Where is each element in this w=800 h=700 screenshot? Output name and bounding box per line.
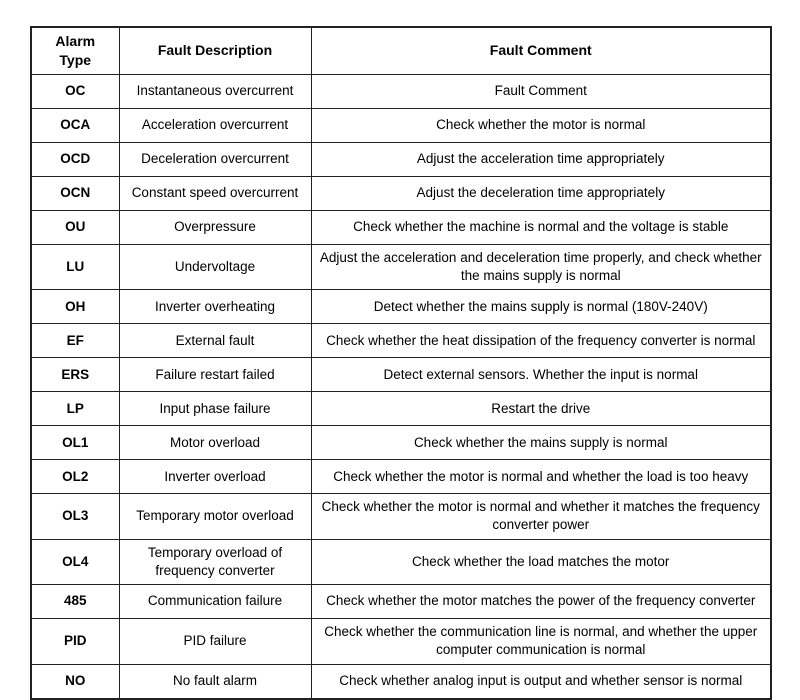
fault-description-cell: Constant speed overcurrent	[118, 175, 312, 211]
header-fault-description: Fault Description	[118, 26, 312, 75]
table-header: Alarm Type Fault Description Fault Comme…	[30, 26, 772, 75]
fault-comment-cell: Check whether the heat dissipation of th…	[310, 323, 772, 359]
fault-alarm-table: Alarm Type Fault Description Fault Comme…	[30, 26, 772, 700]
alarm-type-cell: PID	[30, 618, 120, 665]
fault-comment-cell: Check whether the communication line is …	[310, 618, 772, 665]
fault-comment-cell: Check whether the mains supply is normal	[310, 425, 772, 461]
alarm-type-cell: 485	[30, 584, 120, 620]
fault-comment-cell: Detect whether the mains supply is norma…	[310, 289, 772, 325]
table-row: 485 Communication failure Check whether th…	[30, 584, 772, 620]
fault-description-cell: Inverter overload	[118, 459, 312, 495]
table-row: PID PID failure Check whether the communic…	[30, 618, 772, 665]
table-row: OCA Acceleration overcurrent Check whether…	[30, 107, 772, 143]
table-row: EF External fault Check whether the heat d…	[30, 323, 772, 359]
fault-description-cell: Undervoltage	[118, 243, 312, 291]
fault-description-cell: Motor overload	[118, 425, 312, 461]
fault-comment-cell: Restart the drive	[310, 391, 772, 427]
table-row: OC Instantaneous overcurrent Fault Comment	[30, 73, 772, 109]
table-row: NO No fault alarm Check whether analog inp…	[30, 663, 772, 700]
alarm-type-cell: OL1	[30, 425, 120, 461]
alarm-type-cell: OC	[30, 73, 120, 109]
fault-comment-cell: Check whether analog input is output and…	[310, 663, 772, 700]
alarm-type-cell: LU	[30, 243, 120, 291]
fault-description-cell: Acceleration overcurrent	[118, 107, 312, 143]
table-body: OC Instantaneous overcurrent Fault Comment…	[30, 73, 772, 700]
header-row: Alarm Type Fault Description Fault Comme…	[30, 26, 772, 75]
fault-comment-cell: Detect external sensors. Whether the inp…	[310, 357, 772, 393]
alarm-type-cell: OH	[30, 289, 120, 325]
header-fault-comment: Fault Comment	[310, 26, 772, 75]
fault-comment-cell: Check whether the machine is normal and …	[310, 209, 772, 245]
table-row: OH Inverter overheating Detect whether the…	[30, 289, 772, 325]
table-row: OL3 Temporary motor overload Check whether…	[30, 493, 772, 540]
fault-comment-cell: Adjust the deceleration time appropriate…	[310, 175, 772, 211]
fault-description-cell: Communication failure	[118, 584, 312, 620]
table-row: ERS Failure restart failed Detect external…	[30, 357, 772, 393]
fault-description-cell: Instantaneous overcurrent	[118, 73, 312, 109]
table-row: OCD Deceleration overcurrent Adjust the ac…	[30, 141, 772, 177]
fault-comment-cell: Check whether the motor is normal	[310, 107, 772, 143]
alarm-type-cell: ERS	[30, 357, 120, 393]
alarm-type-cell: OCN	[30, 175, 120, 211]
fault-description-cell: No fault alarm	[118, 663, 312, 700]
table-row: LU Undervoltage Adjust the acceleration an…	[30, 243, 772, 291]
fault-description-cell: Deceleration overcurrent	[118, 141, 312, 177]
fault-comment-cell: Adjust the acceleration time appropriate…	[310, 141, 772, 177]
alarm-type-cell: NO	[30, 663, 120, 700]
fault-comment-cell: Check whether the motor is normal and wh…	[310, 493, 772, 540]
table-row: OL4 Temporary overload of frequency conve…	[30, 538, 772, 586]
alarm-type-cell: OU	[30, 209, 120, 245]
table-row: OL1 Motor overload Check whether the mains…	[30, 425, 772, 461]
header-alarm-type: Alarm Type	[30, 26, 120, 75]
table-row: OL2 Inverter overload Check whether the mo…	[30, 459, 772, 495]
fault-comment-cell: Fault Comment	[310, 73, 772, 109]
alarm-type-cell: OL4	[30, 538, 120, 586]
table-row: OU Overpressure Check whether the machine …	[30, 209, 772, 245]
alarm-type-cell: LP	[30, 391, 120, 427]
alarm-type-cell: OL2	[30, 459, 120, 495]
fault-description-cell: PID failure	[118, 618, 312, 665]
alarm-type-cell: OCD	[30, 141, 120, 177]
alarm-type-cell: EF	[30, 323, 120, 359]
fault-description-cell: Input phase failure	[118, 391, 312, 427]
fault-description-cell: Temporary overload of frequency converte…	[118, 538, 312, 586]
table-row: LP Input phase failure Restart the drive	[30, 391, 772, 427]
fault-description-cell: Temporary motor overload	[118, 493, 312, 540]
fault-description-cell: Failure restart failed	[118, 357, 312, 393]
fault-comment-cell: Adjust the acceleration and deceleration…	[310, 243, 772, 291]
fault-comment-cell: Check whether the load matches the motor	[310, 538, 772, 586]
fault-description-cell: External fault	[118, 323, 312, 359]
fault-comment-cell: Check whether the motor matches the powe…	[310, 584, 772, 620]
fault-description-cell: Overpressure	[118, 209, 312, 245]
table-row: OCN Constant speed overcurrent Adjust the …	[30, 175, 772, 211]
fault-comment-cell: Check whether the motor is normal and wh…	[310, 459, 772, 495]
alarm-type-cell: OCA	[30, 107, 120, 143]
fault-description-cell: Inverter overheating	[118, 289, 312, 325]
alarm-type-cell: OL3	[30, 493, 120, 540]
